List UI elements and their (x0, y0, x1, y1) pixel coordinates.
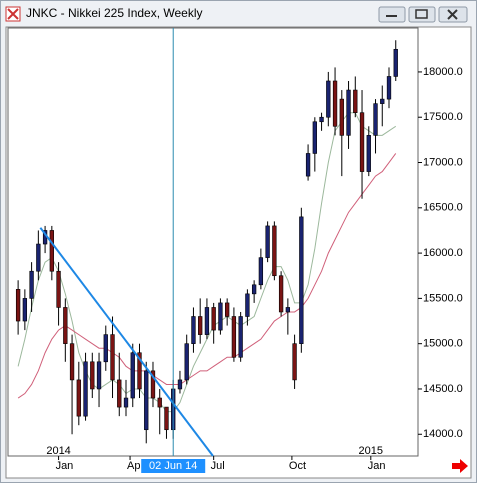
candle-body (245, 293, 250, 317)
candle-body (353, 89, 358, 113)
candle-body (110, 334, 115, 381)
candle-body (339, 98, 344, 136)
candle-body (117, 379, 122, 408)
year-label: 2015 (359, 445, 383, 457)
x-tick-label: Jan (56, 460, 74, 472)
candle-body (326, 80, 331, 118)
candle-body (278, 275, 284, 313)
year-label: 2014 (46, 445, 70, 457)
candle-body (96, 361, 102, 390)
candle-body (292, 343, 297, 381)
candle-body (184, 343, 189, 381)
candle-body (191, 316, 196, 344)
minimize-button[interactable] (378, 6, 406, 23)
y-tick-label: 14000.0 (423, 428, 463, 440)
y-tick-label: 14500.0 (423, 383, 463, 395)
candle-body (157, 397, 162, 408)
y-tick-label: 16000.0 (423, 247, 463, 259)
y-tick-label: 18000.0 (423, 66, 463, 78)
candle-body (49, 230, 54, 272)
candle-body (319, 116, 324, 123)
candle-body (225, 302, 230, 317)
candle-body (238, 316, 243, 358)
y-tick-label: 16500.0 (423, 202, 463, 214)
window-title: JNKC - Nikkei 225 Index, Weekly (26, 6, 203, 20)
candle-body (69, 343, 75, 381)
x-tick-label: Oct (289, 460, 306, 472)
candle-body (258, 257, 264, 286)
candle-body (218, 302, 223, 331)
candle-body (130, 352, 135, 399)
candle-body (56, 270, 61, 308)
candle-body (251, 284, 257, 295)
close-button[interactable] (438, 6, 468, 23)
candle-body (83, 361, 88, 417)
candle-body (137, 352, 142, 390)
candle-body (299, 216, 304, 344)
candle-body (150, 370, 156, 399)
candle-body (272, 225, 277, 277)
candle-body (90, 361, 95, 390)
candle-body (285, 307, 291, 313)
candle-body (265, 225, 270, 258)
maximize-button[interactable] (408, 6, 436, 23)
x-tick-label: Jan (368, 460, 386, 472)
scroll-arrow[interactable] (452, 459, 468, 473)
candle-body (305, 153, 311, 177)
candle-body (29, 270, 34, 299)
app-icon-mark (7, 8, 19, 20)
candle-body (76, 379, 81, 417)
candle-body (312, 121, 317, 154)
candle-body (63, 307, 68, 344)
candle-body (164, 406, 169, 431)
cursor-label: 02 Jun 14 (149, 460, 197, 472)
candle-body (204, 307, 210, 335)
trendline (39, 227, 214, 457)
candle-body (359, 112, 365, 172)
candle-body (346, 89, 351, 136)
y-tick-label: 17000.0 (423, 156, 463, 168)
candle-body (177, 379, 183, 390)
cursor-label-bg (141, 459, 206, 473)
y-tick-label: 17500.0 (423, 111, 463, 123)
candle-body (211, 307, 216, 331)
candle-body (123, 397, 129, 408)
candle-body (332, 80, 338, 127)
candle-body (373, 103, 378, 136)
plot: 14000.0 14500.0 15000.0 15500.0 16000.0 16500… (15, 28, 463, 473)
x-tick-label: Jul (211, 460, 225, 472)
candle-body (198, 316, 203, 335)
candle-body (103, 334, 108, 363)
candle-body (144, 370, 149, 431)
candle-body (231, 316, 237, 358)
candle-body (393, 48, 398, 77)
candle-body (386, 76, 392, 100)
y-tick-label: 15000.0 (423, 338, 463, 350)
candle-body (380, 98, 385, 104)
candle-body (36, 243, 41, 272)
candle-body (22, 298, 28, 322)
x-tick-label: Ap (127, 460, 140, 472)
candle-body (366, 135, 371, 172)
moving-average (17, 153, 397, 399)
candle-body (15, 289, 21, 322)
y-tick-label: 15500.0 (423, 292, 463, 304)
